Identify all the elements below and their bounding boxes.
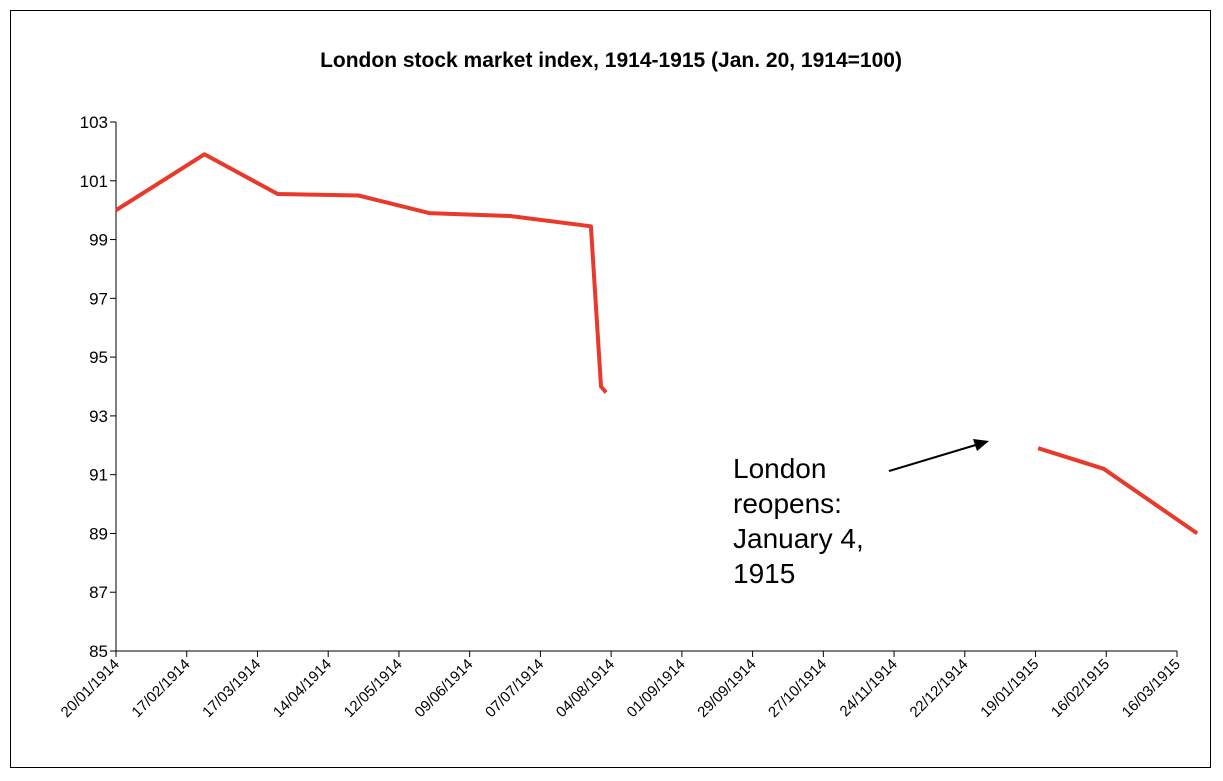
chart-title: London stock market index, 1914-1915 (Ja… [320, 49, 902, 72]
x-tick-label: 04/08/1914 [553, 656, 618, 721]
x-tick-label: 29/09/1914 [694, 656, 759, 721]
x-tick-label: 12/05/1914 [341, 656, 406, 721]
x-tick-label: 27/10/1914 [765, 656, 830, 721]
annotation-line-2: reopens: [733, 488, 842, 519]
y-tick-label: 89 [89, 524, 108, 543]
x-tick-label: 24/11/1914 [837, 656, 901, 720]
annotation-line-3: January 4, [733, 523, 864, 554]
x-tick-label: 01/09/1914 [624, 656, 689, 721]
annotation-line-4: 1915 [733, 558, 795, 589]
series-line-segment-2 [1037, 446, 1199, 536]
y-tick-label: 85 [89, 642, 108, 661]
y-axis: 103 101 99 97 95 93 91 89 87 85 [80, 113, 117, 661]
y-tick-label: 99 [89, 231, 108, 250]
y-tick-label: 101 [80, 172, 108, 191]
annotation-arrow-shaft [888, 443, 980, 472]
x-tick-label: 14/04/1914 [270, 656, 335, 721]
annotation-arrow-head [973, 439, 989, 451]
x-tick-label: 22/12/1914 [907, 656, 972, 721]
annotation-line-1: London [733, 453, 826, 484]
y-tick-label: 95 [89, 348, 108, 367]
x-tick-label: 19/01/1915 [977, 656, 1042, 721]
y-tick-label: 103 [80, 113, 108, 132]
series-line-segment-1 [114, 152, 608, 394]
x-tick-label: 20/01/1914 [58, 656, 123, 721]
x-axis: 20/01/1914 17/02/1914 17/03/1914 14/04/1914… [58, 650, 1184, 721]
x-tick-label: 16/03/1915 [1119, 656, 1184, 721]
series-lines [114, 152, 1199, 536]
x-tick-label: 17/02/1914 [128, 656, 193, 721]
annotation: London reopens: January 4, 1915 [733, 439, 989, 589]
chart-frame: London stock market index, 1914-1915 (Ja… [10, 10, 1211, 768]
x-tick-label: 07/07/1914 [482, 656, 547, 721]
x-tick-label: 09/06/1914 [411, 656, 476, 721]
x-tick-label: 17/03/1914 [199, 656, 264, 721]
x-tick-label: 16/02/1915 [1048, 656, 1113, 721]
y-tick-label: 91 [89, 466, 108, 485]
line-chart: London stock market index, 1914-1915 (Ja… [58, 49, 1199, 721]
y-tick-label: 93 [89, 407, 108, 426]
y-tick-label: 87 [89, 583, 108, 602]
y-tick-label: 97 [89, 289, 108, 308]
